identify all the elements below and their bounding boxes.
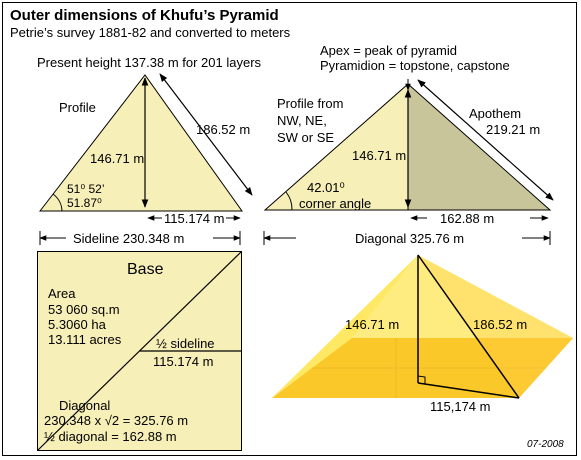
apothem-label: Apothem [469,106,522,121]
pyramid-halfbase-line [417,382,520,399]
pyramidion-note: Pyramidion = topstone, capstone [320,58,510,73]
diag-angle-arc [285,191,293,211]
profile-height-label: 146.71 m [90,151,145,166]
diagram-subtitle: Petrie’s survey 1881-82 and converted to… [10,25,291,40]
date-code: 07-2008 [527,439,564,450]
diag-angle-label: corner angle [299,196,372,211]
base-title: Base [127,261,164,278]
pyramid-3d [272,254,573,399]
profile-slant-arrow [159,73,253,196]
base-area-ha: 5.3060 ha [48,317,106,332]
apex-note: Apex = peak of pyramid [320,43,457,58]
profile-slant-label: 186.52 m [196,122,251,137]
diag-profile-label-1: Profile from [277,96,344,111]
diagram-title: Outer dimensions of Khufu’s Pyramid [10,7,279,24]
half-sideline-value: 115.174 m [153,354,214,369]
base-diagonal-line [37,251,242,451]
half-sideline-label: ½ sideline [156,336,215,351]
pyramid-face-right [418,255,573,398]
base-diagonal-label: Diagonal [59,398,111,413]
diagonal-label: Diagonal 325.76 m [355,231,465,246]
apothem-arrow [417,79,554,201]
profile-halfbase-label: 115.174 m [164,211,225,226]
pyramid-face-front [272,255,519,398]
base-area-label: Area [48,286,76,301]
base-area-sqm: 53 060 sq.m [48,302,120,317]
pyramid-halfbase-label: 115,174 m [430,399,491,414]
diag-profile-label-2: NW, NE, [277,113,327,128]
figure-frame [2,2,577,456]
pyramid-slant-label: 186.52 m [473,317,528,332]
half-diagonal-label: 162.88 m [440,211,495,226]
diag-height-label: 146.71 m [352,148,407,163]
pyramid-height-label: 146.71 m [345,317,400,332]
pyramid-slant-line [417,254,520,399]
profile-angle-arc [52,193,63,212]
profile-label: Profile [59,100,96,115]
sideline-label: Sideline 230.348 m [73,231,185,246]
profile-angle-dms: 51⁰ 52’ [67,182,105,196]
diag-angle-value: 42.01⁰ [307,180,345,195]
apothem-value: 219.21 m [486,122,541,137]
right-angle-mark [417,375,426,384]
base-area-acres: 13.111 acres [48,332,122,347]
diag-profile-label-3: SW or SE [277,130,335,145]
base-half-diagonal: ½ diagonal = 162.88 m [44,429,177,444]
profile-angle-deg: 51.87⁰ [67,196,102,210]
base-diagonal-formula: 230.348 x √2 = 325.76 m [44,413,189,428]
present-height-note: Present height 137.38 m for 201 layers [37,55,262,70]
